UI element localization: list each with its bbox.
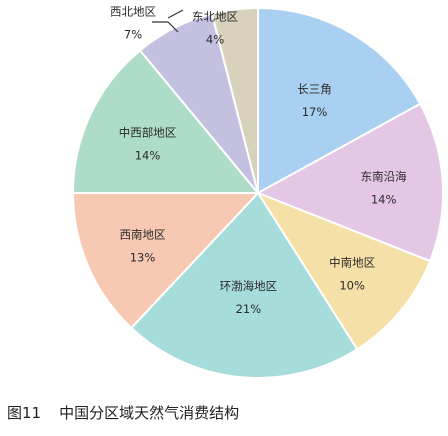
pie-slice-5: [71, 192, 261, 330]
leader-lines: [152, 9, 184, 33]
pie-slice-4: [129, 191, 359, 379]
slice-label-4: 环渤海地区: [220, 279, 278, 293]
pie-slices: [71, 6, 444, 379]
figure-caption: 图11 中国分区域天然气消费结构: [7, 402, 239, 423]
slice-percent-4: 21%: [236, 302, 262, 316]
pie-slice-6: [71, 49, 261, 194]
slice-percent-1: 17%: [302, 105, 328, 119]
leader-line-7: [152, 21, 179, 33]
chart-title: 中国分区域天然气消费结构: [59, 404, 240, 422]
slice-percent-5: 13%: [130, 251, 156, 265]
slice-label-1: 长三角: [297, 82, 332, 96]
slice-labels: 长三角 17% 东南沿海 14% 中南地区 10% 环渤海地区 21% 西南地区 13% 中西部地区…: [110, 5, 407, 316]
pie-slice-2: [255, 102, 444, 263]
slice-label-2: 东南沿海: [361, 170, 407, 184]
slice-label-8: 东北地区: [192, 10, 238, 24]
slice-percent-8: 4%: [206, 33, 224, 47]
figure-number: 图11: [7, 404, 42, 422]
pie-slice-3: [255, 190, 432, 351]
slice-label-7: 西北地区: [110, 5, 156, 19]
slice-label-3: 中南地区: [329, 255, 375, 269]
pie-slice-8: [210, 6, 259, 194]
slice-percent-2: 14%: [371, 193, 397, 207]
slice-label-5: 西南地区: [120, 228, 166, 242]
leader-line-8: [167, 9, 184, 19]
slice-percent-3: 10%: [339, 278, 365, 292]
slice-label-6: 中西部地区: [119, 126, 177, 140]
slice-percent-7: 7%: [124, 28, 142, 42]
pie-slice-1: [257, 6, 422, 195]
slice-percent-6: 14%: [135, 149, 161, 163]
